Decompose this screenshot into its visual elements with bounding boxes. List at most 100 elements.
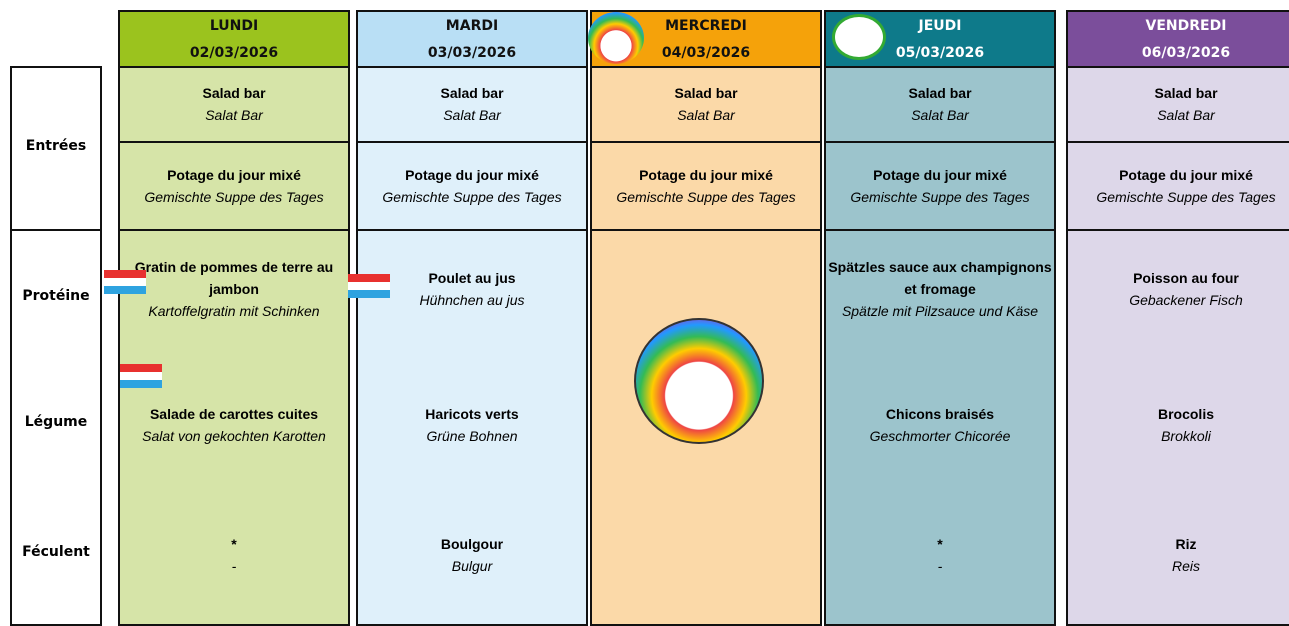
divider: [118, 141, 350, 143]
divider: [118, 229, 350, 231]
item-de: Bulgur: [451, 558, 493, 574]
item-de: Geschmorter Chicorée: [869, 428, 1011, 444]
item-de: -: [937, 558, 943, 574]
item-de: Salat von gekochten Karotten: [142, 428, 326, 444]
day-header: VENDREDI 06/03/2026: [1066, 10, 1289, 68]
item-de: Gemischte Suppe des Tages: [1096, 189, 1276, 205]
item-de: Salat Bar: [677, 107, 735, 123]
menu-item: * -: [118, 520, 350, 590]
menu-item: Gratin de pommes de terre au jambon Karto…: [118, 238, 350, 340]
divider: [10, 229, 102, 231]
item-de: Salat Bar: [1157, 107, 1215, 123]
item-fr: *: [231, 536, 237, 552]
flag-icon: [348, 274, 390, 298]
item-fr: Salad bar: [1154, 85, 1218, 101]
item-de: Gemischte Suppe des Tages: [144, 189, 324, 205]
menu-item: * -: [824, 520, 1056, 590]
item-de: Kartoffelgratin mit Schinken: [148, 303, 320, 319]
item-de: Gemischte Suppe des Tages: [850, 189, 1030, 205]
menu-item: Potage du jour mixé Gemischte Suppe des T…: [356, 142, 588, 230]
item-fr: Boulgour: [440, 536, 504, 552]
item-fr: Poisson au four: [1133, 270, 1239, 286]
menu-item: Salad bar Salat Bar: [118, 66, 350, 142]
item-de: Spätzle mit Pilzsauce und Käse: [841, 303, 1039, 319]
day-date: 02/03/2026: [189, 44, 279, 61]
day-date: 06/03/2026: [1141, 44, 1231, 61]
day-name: LUNDI: [209, 17, 259, 34]
day-header: LUNDI 02/03/2026: [118, 10, 350, 68]
menu-item: Potage du jour mixé Gemischte Suppe des T…: [1066, 142, 1289, 230]
item-fr: Brocolis: [1157, 406, 1214, 422]
item-de: Reis: [1171, 558, 1200, 574]
menu-item: Poisson au four Gebackener Fisch: [1066, 238, 1289, 340]
divider: [824, 141, 1056, 143]
item-fr: *: [937, 536, 943, 552]
menu-item: Salad bar Salat Bar: [1066, 66, 1289, 142]
item-de: Salat Bar: [911, 107, 969, 123]
item-fr: Haricots verts: [425, 406, 519, 422]
item-fr: Poulet au jus: [428, 270, 516, 286]
flag-icon: [104, 270, 146, 294]
item-fr: Potage du jour mixé: [639, 167, 773, 183]
item-de: Brokkoli: [1161, 428, 1211, 444]
menu-item: Spätzles sauce aux champignons et fromag…: [824, 238, 1056, 340]
day-name: MARDI: [445, 17, 499, 34]
divider: [824, 229, 1056, 231]
item-fr: Salad bar: [908, 85, 972, 101]
day-date: 04/03/2026: [661, 44, 751, 61]
item-fr: Potage du jour mixé: [405, 167, 539, 183]
menu-item: Potage du jour mixé Gemischte Suppe des T…: [118, 142, 350, 230]
item-fr: Salad bar: [674, 85, 738, 101]
logo-icon: [588, 12, 644, 64]
item-fr: Salad bar: [440, 85, 504, 101]
day-date: 03/03/2026: [427, 44, 517, 61]
item-fr: Riz: [1175, 536, 1197, 552]
day-column: [824, 66, 1056, 626]
item-fr: Salad bar: [202, 85, 266, 101]
divider: [356, 229, 588, 231]
menu-item: Poulet au jus Hühnchen au jus: [356, 238, 588, 340]
item-de: Gemischte Suppe des Tages: [616, 189, 796, 205]
row-label: Féculent: [22, 544, 90, 560]
smiley-icon: [634, 318, 764, 444]
item-de: Salat Bar: [443, 107, 501, 123]
menu-item: Chicons braisés Geschmorter Chicorée: [824, 380, 1056, 470]
item-fr: Chicons braisés: [885, 406, 995, 422]
menu-item: Brocolis Brokkoli: [1066, 380, 1289, 470]
divider: [590, 141, 822, 143]
day-name: MERCREDI: [665, 17, 747, 34]
day-column: [1066, 66, 1289, 626]
menu-item: Salad bar Salat Bar: [824, 66, 1056, 142]
row-label: Entrées: [25, 138, 87, 154]
menu-item: Potage du jour mixé Gemischte Suppe des T…: [824, 142, 1056, 230]
day-name: VENDREDI: [1145, 17, 1227, 34]
day-date: 05/03/2026: [895, 44, 985, 61]
item-de: Grüne Bohnen: [426, 428, 518, 444]
item-de: Gebackener Fisch: [1129, 292, 1243, 308]
menu-item: Riz Reis: [1066, 520, 1289, 590]
divider: [590, 229, 822, 231]
item-fr: Gratin de pommes de terre au jambon: [134, 259, 334, 297]
item-de: -: [231, 558, 237, 574]
item-fr: Potage du jour mixé: [1119, 167, 1253, 183]
flag-icon: [120, 364, 162, 388]
day-header: MARDI 03/03/2026: [356, 10, 588, 68]
divider: [1066, 229, 1289, 231]
item-fr: Potage du jour mixé: [167, 167, 301, 183]
menu-item: Boulgour Bulgur: [356, 520, 588, 590]
menu-item: Potage du jour mixé Gemischte Suppe des T…: [590, 142, 822, 230]
item-fr: Spätzles sauce aux champignons et fromag…: [828, 259, 1052, 297]
item-de: Hühnchen au jus: [419, 292, 525, 308]
bio-icon: [832, 14, 886, 60]
divider: [356, 141, 588, 143]
row-label: Protéine: [22, 288, 90, 304]
row-label: Légume: [24, 414, 88, 430]
item-de: Salat Bar: [205, 107, 263, 123]
menu-item: Salad bar Salat Bar: [356, 66, 588, 142]
menu-item: Salad bar Salat Bar: [590, 66, 822, 142]
menu-item: Haricots verts Grüne Bohnen: [356, 380, 588, 470]
day-name: JEUDI: [918, 17, 962, 34]
menu-item: Salade de carottes cuites Salat von gekoc…: [118, 380, 350, 470]
item-de: Gemischte Suppe des Tages: [382, 189, 562, 205]
